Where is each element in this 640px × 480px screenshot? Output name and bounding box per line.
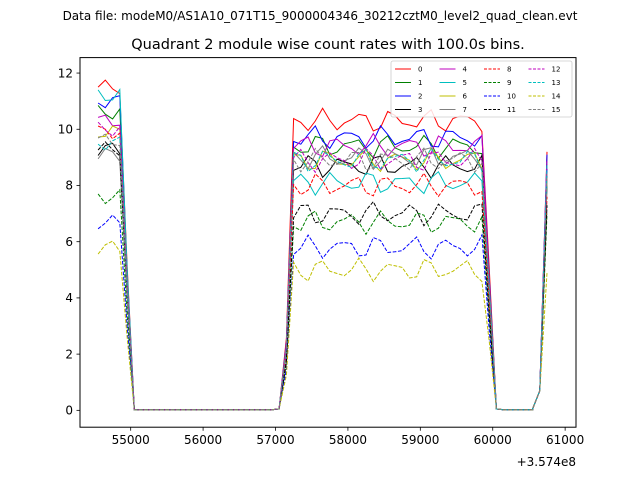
x-offset-label: +3.574e8 [517, 455, 576, 469]
legend-label-2: 2 [418, 93, 422, 101]
y-axis: 0 2 4 6 8 10 12 [58, 66, 80, 418]
y-tick-label: 8 [65, 179, 73, 193]
legend-label-5: 5 [463, 79, 467, 87]
legend-label-4: 4 [463, 66, 468, 74]
legend-label-3: 3 [418, 106, 422, 114]
legend-label-0: 0 [418, 66, 422, 74]
legend-label-8: 8 [507, 66, 511, 74]
series-layer [97, 79, 548, 411]
x-tick-label: 61000 [546, 433, 584, 447]
legend-label-9: 9 [507, 79, 511, 87]
y-tick-label: 12 [58, 66, 73, 80]
legend-label-1: 1 [418, 79, 422, 87]
x-axis: 55000 56000 57000 58000 59000 60000 61000 [112, 427, 584, 447]
series-line-15 [97, 133, 548, 411]
data-file-caption: Data file: modeM0/AS1A10_071T15_90000043… [63, 9, 578, 23]
plot-frame [79, 57, 577, 428]
y-tick-label: 0 [65, 404, 73, 418]
x-tick-label: 56000 [184, 433, 222, 447]
series-line-14 [97, 240, 548, 411]
legend-box [390, 60, 573, 118]
x-tick-label: 58000 [329, 433, 367, 447]
legend-label-13: 13 [552, 79, 561, 87]
x-tick-label: 59000 [401, 433, 439, 447]
y-tick-label: 10 [58, 122, 73, 136]
y-tick-label: 4 [65, 291, 73, 305]
legend-label-14: 14 [552, 93, 561, 101]
legend-label-12: 12 [552, 66, 561, 74]
x-tick-label: 55000 [112, 433, 150, 447]
legend-label-15: 15 [552, 106, 561, 114]
legend-label-10: 10 [507, 93, 516, 101]
x-tick-label: 60000 [474, 433, 512, 447]
legend-label-11: 11 [507, 106, 516, 114]
chart-title: Quadrant 2 module wise count rates with … [131, 37, 525, 53]
legend-label-6: 6 [463, 93, 468, 101]
legend-label-7: 7 [463, 106, 467, 114]
x-tick-label: 57000 [256, 433, 294, 447]
y-tick-label: 2 [65, 347, 73, 361]
y-tick-label: 6 [65, 235, 73, 249]
